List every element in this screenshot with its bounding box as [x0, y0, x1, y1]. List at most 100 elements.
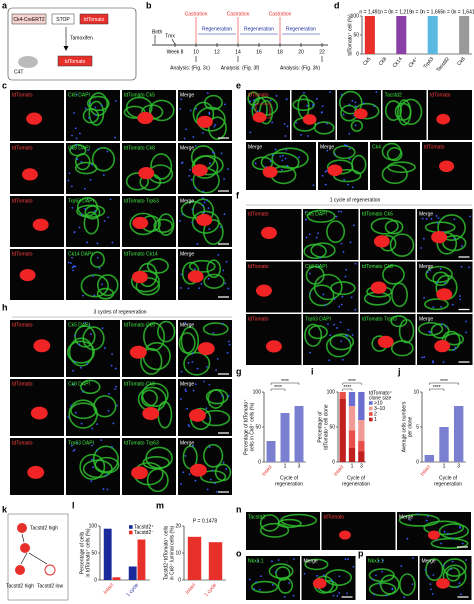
nucleus: [105, 474, 108, 477]
nucleus: [428, 330, 430, 333]
y-tick-label: 50: [329, 424, 335, 430]
y-axis-label: Average cells numbers: [401, 401, 407, 452]
image-label: tdTomato: [248, 264, 269, 270]
nucleus: [426, 271, 429, 274]
nucleus: [184, 388, 187, 391]
nucleus: [182, 471, 185, 474]
nucleus: [227, 287, 230, 290]
nucleus: [437, 217, 440, 219]
sig-bracket: [270, 382, 300, 385]
tissue: [204, 94, 223, 111]
nucleus: [317, 122, 320, 124]
nucleus: [180, 398, 182, 400]
nucleus: [215, 369, 217, 372]
node-label: Tacstd2 high: [6, 583, 34, 589]
y-tick-label: 0: [258, 459, 261, 465]
y-axis-label: tdTomato⁺ cell clone: [323, 404, 329, 450]
nucleus: [324, 303, 327, 306]
nucleus: [326, 149, 329, 152]
nucleus: [216, 357, 219, 360]
nucleus: [461, 542, 464, 545]
section-title: 1 cycle of regeneration: [330, 197, 381, 203]
nucleus: [195, 107, 198, 110]
y-tick-label: 100: [253, 389, 262, 395]
nucleus: [451, 560, 454, 563]
tissue: [180, 200, 206, 219]
week-label: 14: [235, 49, 241, 55]
nucleus: [98, 267, 101, 270]
y-tick-label: 50: [91, 550, 97, 556]
nucleus: [429, 583, 432, 586]
tissue: [275, 566, 291, 581]
bar: [427, 16, 438, 54]
micrograph: [178, 90, 232, 141]
image-label: Merge: [419, 316, 433, 322]
tissue: [268, 563, 294, 579]
nucleus: [459, 295, 461, 297]
tissue: [399, 573, 416, 596]
x-tick-label: Intact: [333, 464, 346, 478]
nucleus: [100, 104, 103, 107]
y-axis-label: Tacstd2⁺tdTomato⁺ cells: [163, 525, 169, 580]
nucleus: [203, 380, 206, 383]
cell: [32, 218, 49, 231]
nucleus: [194, 383, 197, 386]
y-axis-label: in tdTomato⁺ cells (%): [85, 528, 91, 577]
nucleus: [436, 221, 439, 224]
tissue: [251, 156, 274, 171]
nucleus: [340, 93, 343, 96]
tissue: [430, 323, 450, 339]
x-axis-label: Cycle of: [347, 475, 366, 481]
nucleus: [254, 162, 257, 165]
nucleus: [317, 265, 320, 268]
nucleus: [115, 385, 118, 388]
nucleus: [338, 592, 341, 594]
image-label: tdTomato: [12, 92, 33, 98]
nucleus: [103, 220, 106, 223]
nucleus: [189, 168, 191, 171]
tissue: [308, 284, 335, 307]
nucleus: [102, 488, 105, 490]
image-label: Nkx3.1: [248, 558, 264, 564]
cell: [191, 164, 208, 177]
image-label: tdTomato Ck5: [124, 92, 155, 98]
image-label: tdTomato: [430, 92, 451, 98]
birth: Birth: [152, 29, 163, 35]
nucleus: [189, 109, 192, 112]
y-tick-label: 100: [327, 389, 336, 395]
micrograph: [246, 556, 300, 600]
micrograph: [382, 90, 427, 140]
panel-letter: a: [2, 0, 8, 10]
nucleus: [78, 226, 81, 229]
nucleus: [403, 596, 406, 599]
nucleus: [112, 422, 115, 425]
week-label: 18: [277, 49, 283, 55]
tissue: [399, 98, 423, 126]
nucleus: [79, 132, 81, 135]
cell: [132, 216, 149, 230]
construct-label: tdTomato: [65, 59, 86, 65]
tissue: [436, 232, 458, 255]
cell: [377, 335, 394, 349]
nucleus: [354, 262, 357, 265]
nucleus: [184, 455, 187, 457]
cell: [30, 406, 48, 420]
nucleus: [249, 131, 252, 134]
nucleus: [111, 353, 113, 356]
x-tick-label: Intact: [261, 464, 274, 478]
nucleus: [192, 136, 195, 138]
nucleus: [89, 102, 92, 104]
significance: ****: [348, 379, 356, 385]
nucleus: [271, 560, 273, 563]
nucleus: [340, 303, 343, 306]
nucleus: [344, 558, 347, 561]
tissue: [125, 172, 149, 191]
nucleus: [400, 565, 403, 567]
nucleus: [352, 565, 355, 568]
nucleus: [354, 124, 357, 127]
x-axis-label: Cycle of: [439, 475, 458, 481]
regeneration: Regeneration: [202, 26, 232, 32]
nucleus: [84, 207, 87, 210]
bar: [396, 16, 407, 54]
nucleus: [212, 332, 215, 334]
